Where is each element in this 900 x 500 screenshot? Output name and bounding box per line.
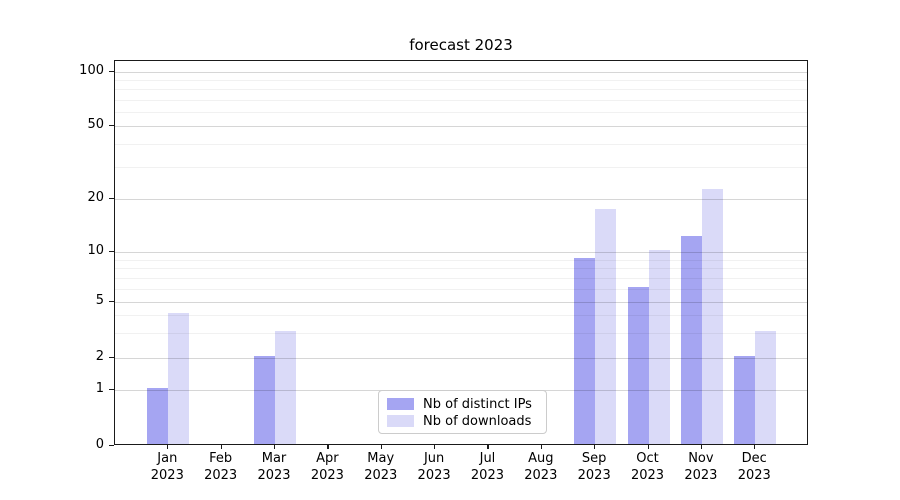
x-tick-mark (167, 445, 169, 449)
legend-label-downloads: Nb of downloads (423, 413, 532, 429)
bar-downloads-dec (755, 330, 777, 444)
x-tick-label-jun: Jun 2023 (417, 451, 451, 483)
x-tick-mark (487, 445, 489, 449)
y-tick-mark (109, 251, 114, 253)
legend-swatch-distinct-ips (387, 398, 414, 410)
chart-title: forecast 2023 (409, 36, 513, 54)
y-tick-mark (109, 356, 114, 358)
x-tick-label-mar: Mar 2023 (257, 451, 291, 483)
bars-layer (115, 61, 807, 444)
y-tick-label: 0 (95, 436, 104, 452)
bar-downloads-jan (168, 313, 190, 444)
x-tick-label-aug: Aug 2023 (524, 451, 558, 483)
y-tick-mark (109, 125, 114, 127)
x-tick-mark (380, 445, 382, 449)
x-tick-mark (274, 445, 276, 449)
legend-row-downloads: Nb of downloads (387, 413, 538, 429)
y-tick-label: 5 (95, 292, 104, 308)
x-tick-label-apr: Apr 2023 (310, 451, 344, 483)
x-tick-label-nov: Nov 2023 (684, 451, 718, 483)
y-tick-label: 10 (87, 243, 104, 258)
x-tick-label-dec: Dec 2023 (737, 451, 771, 483)
y-tick-mark (109, 300, 114, 302)
y-tick-label: 50 (87, 117, 104, 133)
legend-swatch-downloads (387, 415, 414, 427)
y-tick-mark (109, 444, 114, 446)
plot-area (114, 60, 808, 445)
x-tick-mark (700, 445, 703, 449)
bar-distinct-ips-sep (574, 257, 596, 444)
x-tick-mark (647, 445, 649, 449)
y-tick-label: 2 (95, 348, 104, 364)
y-tick-mark (109, 70, 114, 72)
legend: Nb of distinct IPs Nb of downloads (378, 390, 547, 434)
x-tick-mark (594, 445, 596, 449)
y-tick-label: 1 (95, 381, 104, 397)
y-tick-label: 20 (87, 189, 104, 205)
bar-distinct-ips-oct (627, 286, 649, 444)
bar-downloads-oct (648, 250, 670, 444)
x-tick-label-feb: Feb 2023 (204, 451, 238, 483)
x-tick-label-sep: Sep 2023 (577, 451, 611, 483)
y-tick-label: 100 (79, 62, 104, 78)
bar-downloads-nov (701, 189, 723, 444)
x-tick-mark (327, 445, 329, 449)
x-tick-label-jan: Jan 2023 (150, 451, 184, 483)
x-tick-mark (754, 445, 756, 449)
bar-distinct-ips-nov (680, 235, 702, 444)
x-tick-label-oct: Oct 2023 (630, 451, 665, 483)
bar-downloads-sep (595, 209, 617, 444)
x-tick-mark (434, 445, 436, 449)
x-tick-label-may: May 2023 (364, 451, 398, 483)
legend-row-distinct-ips: Nb of distinct IPs (387, 396, 538, 412)
bar-downloads-mar (275, 330, 297, 444)
bar-distinct-ips-jan (147, 388, 169, 444)
y-tick-mark (109, 389, 114, 391)
x-tick-mark (220, 445, 222, 449)
bar-distinct-ips-dec (734, 355, 756, 444)
x-tick-mark (540, 445, 542, 449)
y-tick-mark (109, 197, 114, 199)
bar-distinct-ips-mar (254, 355, 276, 444)
x-tick-label-jul: Jul 2023 (470, 451, 504, 483)
legend-label-distinct-ips: Nb of distinct IPs (423, 396, 532, 412)
